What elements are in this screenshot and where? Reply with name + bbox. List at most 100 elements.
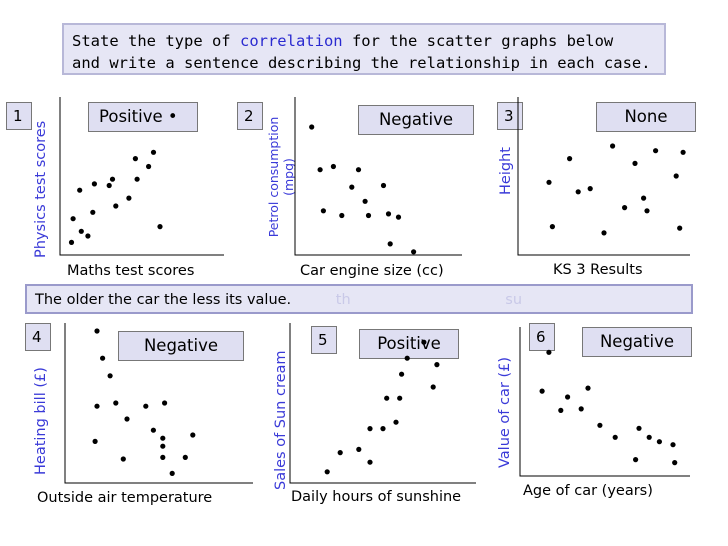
answer-sentence-bar: The older the car the less its value. th… [25,284,693,314]
plot-3-point [653,148,659,154]
plot-2-point [309,124,315,130]
plot-4-point [94,403,100,409]
plot-4-point [124,416,130,422]
plot-4-point [169,470,175,476]
plot-1-point [77,187,83,193]
plot-5-point [367,426,373,432]
plot-1-point [68,239,75,245]
plot-1-point [157,224,163,230]
plot-4-point [120,456,126,462]
plot-3-point [546,179,552,185]
plot-5-point [337,450,343,456]
plot-3-point [601,230,607,236]
plot-3-point [622,205,628,211]
plot-2-axes [294,97,462,256]
plot-1-answer: Positive [99,107,163,126]
plot-2-point [365,212,372,219]
plot-5-answer-box: Positive [359,329,459,359]
plot-1-point [150,149,157,155]
plot-4-point [160,454,166,460]
plot-3-point [644,208,650,214]
plot-3-answer-box: None [596,102,696,132]
plot-4-point [150,427,156,433]
answer-sentence: The older the car the less its value. [35,292,292,308]
plot-6-point [539,388,545,394]
plot-2-point [387,241,393,247]
plot-6-point [565,394,571,400]
plot-5-point [384,395,390,401]
plot-6-xlabel: Age of car (years) [523,483,653,499]
plot-2-point [339,212,345,219]
plot-5-point [356,446,362,452]
plot-6-point [633,457,639,463]
plot-1-point [106,182,112,189]
plot-3-point [673,173,679,179]
plot-4-point [113,400,119,406]
plot-4-answer: Negative [143,336,219,355]
plot-4-point [162,400,168,406]
plot-5-point [430,384,436,390]
plot-1-point [126,195,132,201]
plot-4-point [100,355,106,361]
instructions-line-2: and write a sentence describing the rela… [72,54,651,72]
instructions-before: State the type of [72,32,240,50]
faded-text-2: su [505,292,523,308]
plot-4-point [143,403,149,409]
plot-3-point [567,156,573,162]
plot-5-point [404,355,410,361]
plot-5-point [380,426,386,432]
plot-3-answer: None [624,107,668,126]
plot-4-number: 4 [25,323,51,351]
plot-6-answer: Negative [599,332,675,351]
plot-4-point [190,432,196,438]
plot-2-point [317,167,323,173]
plot-3-point [632,160,638,166]
plot-3-point [575,189,581,195]
plot-5-axes [289,323,476,484]
plot-3-point [677,225,683,231]
plot-4-point [182,454,188,460]
instructions-highlight: correlation [239,32,343,50]
plot-2-xlabel: Car engine size (cc) [300,263,444,279]
plot-3-point [549,224,556,230]
plot-2-point [362,198,368,204]
plot-1-point [113,203,119,209]
plot-2-point [380,182,387,189]
plot-4-answer-box: Negative [118,331,244,361]
plot-1-axes [59,97,224,256]
instructions-line-1: State the type of correlation for the sc… [72,30,656,52]
plot-3-point [680,149,686,155]
plot-1-xlabel: Maths test scores [67,263,195,279]
plot-3-point [610,143,616,149]
plot-1-point [85,233,91,239]
plot-1-number: 1 [6,102,32,130]
plot-3-point [641,195,647,201]
plot-2-point [320,208,326,214]
plot-5-number: 5 [311,326,337,354]
plot-4-xlabel: Outside air temperature [37,490,213,506]
plot-2-point [411,249,417,255]
plot-5-point [399,371,405,377]
plot-6-point [546,349,552,355]
plot-2-point [395,214,402,220]
plot-6-point [578,406,584,412]
plot-1-answer-box: Positive • [88,102,198,132]
plot-4-point [160,435,166,441]
plot-5-answer: Positive [377,334,441,353]
plot-1-answer-dot: • [167,107,178,126]
plot-1-point [134,176,140,182]
plot-4-point [160,443,166,449]
instructions-panel: State the type of correlation for the sc… [62,23,666,75]
plot-2-point [330,163,336,170]
plot-6-answer-box: Negative [582,327,692,357]
plot-6-point [672,460,678,466]
plot-1-point [70,216,76,222]
plot-2-point [355,167,362,173]
plot-3-number: 3 [497,102,523,130]
plot-4-point [94,328,100,334]
plot-6-point [558,407,564,413]
plot-6-number: 6 [529,323,555,351]
plot-5-xlabel: Daily hours of sunshine [291,489,462,505]
faded-text-1: th [335,292,351,308]
plot-6-axes [519,327,690,477]
